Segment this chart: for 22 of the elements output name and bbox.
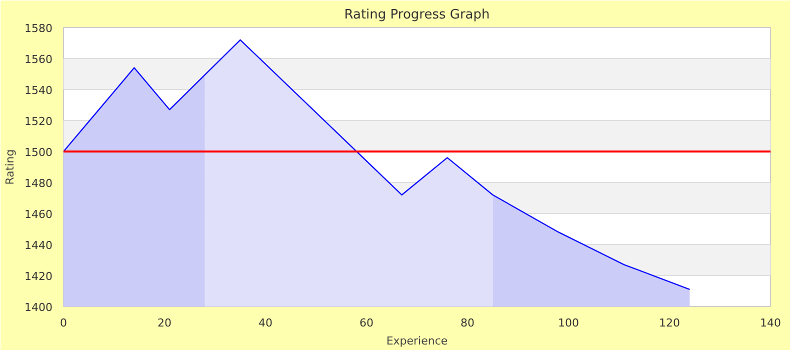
y-tick-label: 1580 [24, 22, 53, 35]
y-tick-label: 1420 [24, 270, 53, 283]
y-tick-label: 1440 [24, 239, 53, 252]
x-axis-title: Experience [386, 334, 448, 348]
y-tick-label: 1460 [24, 208, 53, 221]
chart-title: Rating Progress Graph [344, 8, 490, 22]
line-series [64, 39, 690, 290]
x-tick-label: 140 [760, 316, 781, 330]
x-tick-label: 60 [360, 316, 374, 330]
x-tick-label: 80 [460, 316, 474, 330]
x-tick-label: 0 [60, 316, 67, 330]
x-tick-label: 20 [158, 316, 172, 330]
y-tick-label: 1540 [24, 84, 53, 97]
y-axis-title: Rating [4, 149, 17, 185]
x-tick-label: 100 [558, 316, 579, 330]
y-tick-label: 1560 [24, 53, 53, 66]
y-tick-label: 1520 [24, 115, 53, 128]
y-tick-label: 1400 [24, 301, 53, 314]
x-tick-label: 40 [258, 316, 272, 330]
x-tick-label: 120 [659, 316, 680, 330]
y-tick-label: 1480 [24, 177, 53, 190]
y-tick-label: 1500 [24, 146, 53, 159]
